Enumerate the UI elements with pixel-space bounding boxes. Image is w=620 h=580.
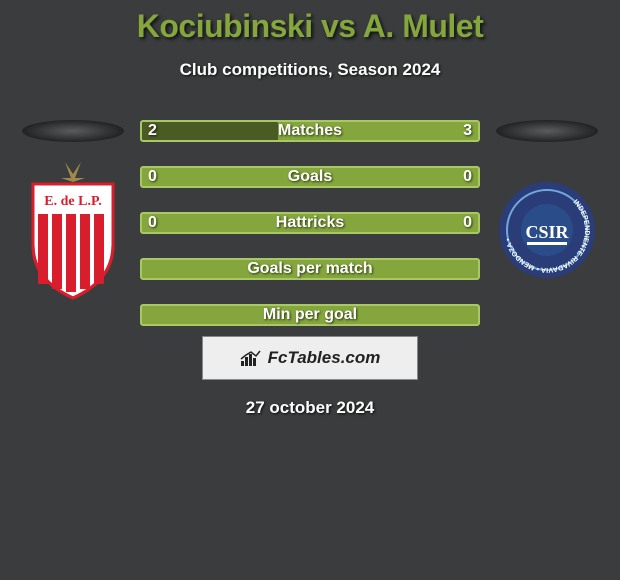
stat-label: Goals per match [247,260,372,278]
left-side-column: E. de L.P. [18,120,128,300]
stat-right-val: 3 [463,122,472,140]
crest-right-letters: CSIR [525,222,569,242]
date-text: 27 october 2024 [246,398,375,418]
watermark-text: FcTables.com [268,348,381,368]
bar-chart-icon [240,349,262,367]
stat-row-matches: 2 Matches 3 [140,120,480,142]
stat-column: 2 Matches 3 0 Goals 0 0 Hattricks 0 Goal… [140,120,480,326]
stat-label: Goals [288,168,332,186]
right-side-column: INDEPENDIENTE RIVADAVIA • MENDOZA • CSIR [492,120,602,300]
main-area: E. de L.P. 2 Matches 3 [0,120,620,326]
stat-right-val: 0 [463,168,472,186]
crest-left-text: E. de L.P. [44,194,101,209]
player-disc-left [22,120,124,142]
stat-right-val: 0 [463,214,472,232]
stat-left-val: 0 [148,214,157,232]
team-crest-right: INDEPENDIENTE RIVADAVIA • MENDOZA • CSIR [497,160,597,300]
team-crest-left: E. de L.P. [23,160,123,300]
stat-label: Hattricks [276,214,344,232]
stat-left-val: 2 [148,122,157,140]
stat-left-val: 0 [148,168,157,186]
title: Kociubinski vs A. Mulet [137,8,483,45]
stat-row-goals: 0 Goals 0 [140,166,480,188]
stat-row-hattricks: 0 Hattricks 0 [140,212,480,234]
player-disc-right [496,120,598,142]
stat-label: Min per goal [263,306,357,324]
watermark-badge: FcTables.com [202,336,418,380]
comparison-card: Kociubinski vs A. Mulet Club competition… [0,0,620,418]
subtitle: Club competitions, Season 2024 [180,60,441,80]
stat-row-gpm: Goals per match [140,258,480,280]
stat-label: Matches [278,122,342,140]
stat-row-mpg: Min per goal [140,304,480,326]
